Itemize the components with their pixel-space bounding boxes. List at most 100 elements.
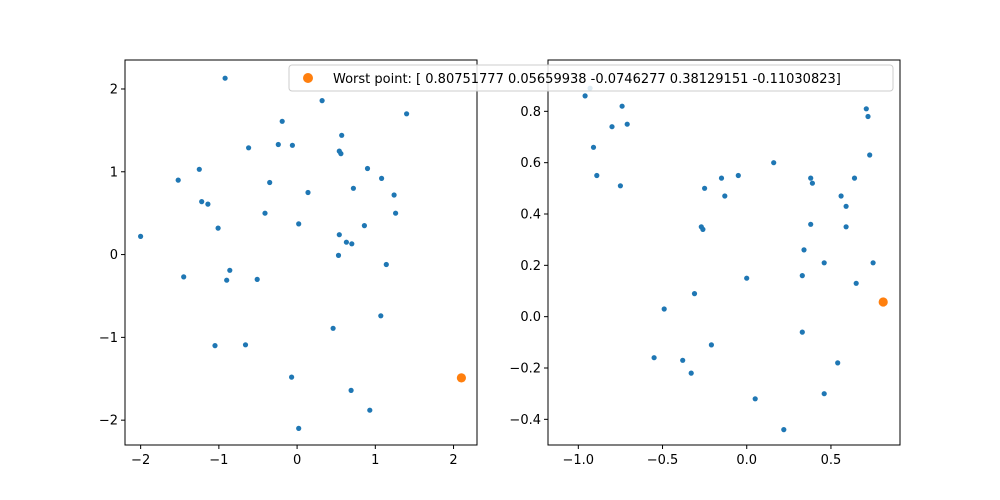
data-point bbox=[246, 145, 252, 151]
data-point bbox=[853, 280, 859, 286]
data-point bbox=[867, 152, 873, 158]
data-point bbox=[391, 192, 397, 198]
data-point bbox=[771, 160, 777, 166]
data-point bbox=[296, 425, 302, 431]
data-point bbox=[808, 175, 814, 181]
x-tick-label: 2 bbox=[449, 453, 457, 468]
data-point bbox=[289, 374, 295, 380]
data-point bbox=[393, 210, 399, 216]
data-point bbox=[364, 165, 371, 172]
data-point bbox=[821, 391, 827, 397]
data-point bbox=[619, 103, 625, 109]
data-point bbox=[735, 172, 741, 179]
data-point bbox=[799, 329, 805, 335]
y-tick-label: 0.2 bbox=[520, 259, 541, 274]
x-tick-label: 0.0 bbox=[736, 453, 757, 468]
y-tick-label: 0.6 bbox=[520, 156, 541, 171]
y-tick-label: 0.4 bbox=[520, 208, 541, 223]
data-point bbox=[851, 175, 858, 181]
left-scatter-plot: −2 −1 0 1 2 −2 −1 0 1 2 bbox=[99, 59, 478, 468]
y-tick-label: −0.2 bbox=[509, 362, 541, 377]
data-point bbox=[242, 342, 249, 348]
y-tick-label: 0.0 bbox=[520, 310, 541, 325]
data-point bbox=[222, 75, 228, 81]
data-point bbox=[708, 342, 715, 348]
data-point bbox=[254, 276, 260, 282]
data-point bbox=[661, 306, 667, 312]
data-point bbox=[594, 172, 600, 179]
x-tick-label: −1.0 bbox=[563, 453, 595, 468]
data-point bbox=[781, 427, 787, 433]
data-point bbox=[205, 201, 211, 207]
y-tick-label: 2 bbox=[110, 82, 118, 97]
data-point bbox=[336, 232, 342, 238]
data-point bbox=[624, 121, 630, 127]
data-point bbox=[350, 185, 356, 191]
data-point bbox=[138, 233, 144, 239]
x-tick-label: 1 bbox=[371, 453, 379, 468]
data-point bbox=[289, 142, 295, 148]
worst-point-marker bbox=[878, 297, 888, 307]
data-point bbox=[809, 180, 816, 186]
data-point bbox=[799, 273, 805, 279]
data-point bbox=[651, 355, 657, 361]
data-point bbox=[718, 175, 725, 181]
x-tick-label: 0.5 bbox=[821, 453, 842, 468]
data-point bbox=[700, 226, 706, 232]
right-scatter-plot: −1.0 −0.5 0.0 0.5 −0.4 −0.2 0.0 0.2 0.4 0.6 0.8 bbox=[509, 59, 901, 468]
data-point bbox=[181, 274, 187, 280]
data-point bbox=[843, 224, 849, 230]
data-point bbox=[702, 185, 708, 191]
data-point bbox=[335, 252, 342, 258]
legend-frame bbox=[288, 64, 894, 92]
x-tick-label: −1 bbox=[209, 453, 228, 468]
data-point bbox=[609, 124, 615, 130]
y-tick-label: −2 bbox=[99, 414, 118, 429]
data-point bbox=[744, 275, 750, 281]
data-point bbox=[383, 261, 389, 268]
data-point bbox=[212, 343, 218, 349]
data-point bbox=[838, 193, 844, 199]
data-point bbox=[691, 291, 698, 297]
data-point bbox=[379, 175, 385, 181]
data-point bbox=[330, 325, 336, 331]
data-point bbox=[361, 223, 367, 229]
data-point bbox=[338, 151, 344, 157]
data-point bbox=[305, 189, 311, 196]
data-point bbox=[279, 118, 285, 124]
data-point bbox=[348, 387, 354, 393]
data-point bbox=[752, 396, 758, 402]
y-tick-label: −0.4 bbox=[509, 413, 541, 428]
axes-frame bbox=[547, 59, 901, 446]
data-point bbox=[367, 407, 373, 413]
data-point bbox=[199, 199, 205, 205]
data-point bbox=[680, 357, 686, 363]
legend-label-worst-point: Worst point: [ 0.80751777 0.05659938 -0.… bbox=[333, 72, 841, 87]
data-point bbox=[227, 267, 233, 273]
data-point bbox=[863, 106, 869, 112]
data-point bbox=[870, 260, 876, 266]
x-tick-label: −0.5 bbox=[647, 453, 679, 468]
data-point bbox=[821, 260, 827, 266]
data-point bbox=[267, 179, 273, 186]
data-point bbox=[808, 221, 814, 227]
data-point bbox=[339, 132, 345, 138]
data-point bbox=[801, 247, 807, 253]
axes-frame bbox=[124, 59, 478, 446]
y-tick-label: 0 bbox=[110, 248, 118, 263]
data-point bbox=[688, 370, 694, 376]
data-point bbox=[404, 111, 410, 117]
x-tick-label: 0 bbox=[293, 453, 301, 468]
data-point bbox=[722, 193, 728, 199]
y-tick-label: 0.8 bbox=[520, 105, 541, 120]
y-tick-label: 1 bbox=[110, 165, 118, 180]
data-point bbox=[296, 221, 302, 227]
data-point bbox=[835, 360, 841, 366]
data-point bbox=[343, 239, 349, 245]
data-point bbox=[843, 203, 849, 209]
data-point bbox=[582, 93, 588, 99]
data-point bbox=[175, 177, 181, 183]
data-point bbox=[617, 183, 624, 189]
data-point bbox=[319, 98, 325, 104]
